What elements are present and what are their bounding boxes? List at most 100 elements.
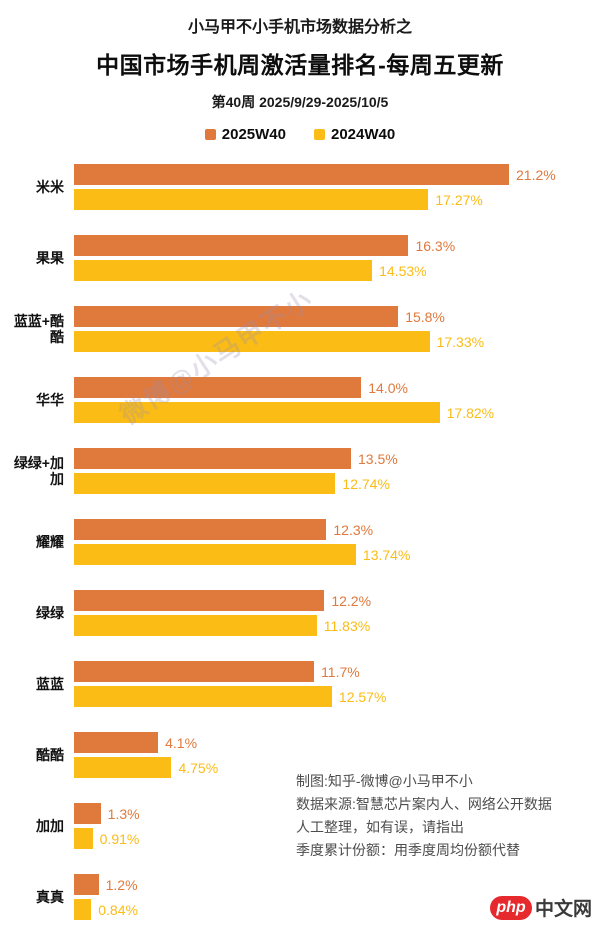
data-label-2025w40: 1.2%	[105, 876, 138, 893]
bar-group: 酷酷 4.1% 4.75%	[0, 732, 509, 778]
bar-2024w40	[74, 757, 172, 778]
bar-row: 14.53%	[74, 260, 509, 281]
chart-header: 小马甲不小手机市场数据分析之 中国市场手机周激活量排名-每周五更新 第40周 2…	[0, 0, 600, 143]
bar-row: 15.8%	[74, 306, 509, 327]
bar-2025w40	[74, 448, 351, 469]
data-label-2024w40: 13.74%	[362, 546, 411, 563]
bar-row: 1.3%	[74, 803, 509, 824]
bar-2025w40	[74, 874, 99, 895]
category-label: 蓝蓝+酷酷	[13, 312, 64, 345]
note-line: 数据来源:智慧芯片案内人、网络公开数据	[296, 796, 552, 812]
data-label-2025w40: 16.3%	[415, 237, 456, 254]
site-logo: php 中文网	[489, 894, 592, 921]
legend-label-2024w40: 2024W40	[331, 126, 396, 143]
bar-row: 1.2%	[74, 874, 509, 895]
bar-2024w40	[74, 615, 317, 636]
data-label-2025w40: 14.0%	[368, 379, 408, 396]
data-label-2025w40: 13.5%	[358, 450, 398, 467]
bar-row: 13.5%	[74, 448, 509, 469]
bar-2024w40	[74, 402, 440, 423]
bar-group: 果果 16.3% 14.53%	[0, 235, 509, 281]
bar-2024w40	[74, 686, 332, 707]
bar-2024w40	[74, 899, 92, 920]
bar-row: 0.91%	[74, 828, 509, 849]
bar-group: 绿绿 12.2% 11.83%	[0, 590, 509, 636]
category-label: 耀耀	[36, 533, 64, 550]
bar-row: 0.84%	[74, 899, 509, 920]
bar-row: 17.33%	[74, 331, 509, 352]
bar-2025w40	[74, 661, 315, 682]
data-label-2024w40: 4.75%	[178, 759, 219, 776]
week-range-subtitle: 第40周 2025/9/29-2025/10/5	[211, 94, 389, 110]
bar-2025w40	[74, 306, 399, 327]
category-label: 酷酷	[36, 746, 64, 763]
series-supertitle: 小马甲不小手机市场数据分析之	[187, 19, 412, 36]
bar-row: 4.1%	[74, 732, 509, 753]
bar-row: 14.0%	[74, 377, 509, 398]
data-label-2024w40: 0.84%	[98, 901, 138, 918]
bar-2024w40	[74, 544, 356, 565]
category-label: 华华	[36, 391, 64, 408]
legend-swatch-2024w40-icon	[314, 129, 325, 140]
bar-row: 12.74%	[74, 473, 509, 494]
bar-row: 12.57%	[74, 686, 509, 707]
bar-2024w40	[74, 189, 429, 210]
data-label-2025w40: 11.7%	[321, 663, 360, 680]
bar-2024w40	[74, 473, 336, 494]
bar-row: 13.74%	[74, 544, 509, 565]
bar-group: 耀耀 12.3% 13.74%	[0, 519, 509, 565]
bar-row: 17.27%	[74, 189, 509, 210]
data-label-2024w40: 17.33%	[436, 333, 485, 350]
page-title: 中国市场手机周激活量排名-每周五更新	[96, 52, 504, 78]
bar-row: 11.7%	[74, 661, 509, 682]
data-label-2025w40: 1.3%	[107, 805, 140, 822]
category-label: 绿绿+加加	[13, 454, 64, 487]
legend-label-2025w40: 2025W40	[221, 126, 286, 143]
bar-2024w40	[74, 828, 93, 849]
bar-2024w40	[74, 331, 430, 352]
bar-group: 真真 1.2% 0.84%	[0, 874, 509, 920]
bar-row: 17.82%	[74, 402, 509, 423]
bar-2025w40	[74, 235, 409, 256]
bar-group: 米米 21.2% 17.27%	[0, 164, 556, 210]
data-label-2024w40: 12.74%	[342, 475, 390, 492]
bar-row: 12.3%	[74, 519, 509, 540]
category-label: 绿绿	[36, 604, 64, 621]
bar-row: 12.2%	[74, 590, 509, 611]
bar-group: 蓝蓝 11.7% 12.57%	[0, 661, 509, 707]
note-line: 制图:知乎-微博@小马甲不小	[296, 773, 473, 789]
bar-2025w40	[74, 377, 362, 398]
bar-group: 蓝蓝+酷酷 15.8% 17.33%	[0, 306, 509, 352]
bar-group: 华华 14.0% 17.82%	[0, 377, 509, 423]
legend-item-2025w40: 2025W40	[204, 126, 286, 143]
bar-row: 4.75%	[74, 757, 509, 778]
bar-group: 绿绿+加加 13.5% 12.74%	[0, 448, 509, 494]
data-label-2025w40: 21.2%	[516, 166, 556, 183]
bar-2025w40	[74, 590, 325, 611]
source-notes: 制图:知乎-微博@小马甲不小 数据来源:智慧芯片案内人、网络公开数据 人工整理，如有…	[296, 770, 552, 862]
data-label-2025w40: 15.8%	[405, 308, 445, 325]
data-label-2024w40: 11.83%	[323, 617, 371, 634]
category-label: 米米	[36, 178, 64, 195]
bar-2025w40	[74, 519, 327, 540]
bar-2024w40	[74, 260, 373, 281]
bar-2025w40	[74, 803, 101, 824]
data-label-2025w40: 12.3%	[333, 521, 374, 538]
legend-swatch-2025w40-icon	[204, 129, 216, 140]
bar-row: 11.83%	[74, 615, 509, 636]
bar-2025w40	[74, 164, 509, 185]
category-label: 蓝蓝	[36, 675, 64, 692]
bar-2025w40	[74, 732, 159, 753]
data-label-2024w40: 0.91%	[99, 830, 140, 847]
bar-group: 加加 1.3% 0.91%	[0, 803, 509, 849]
data-label-2024w40: 17.27%	[435, 191, 483, 208]
data-label-2024w40: 14.53%	[379, 262, 427, 279]
php-logo-badge: php	[489, 895, 532, 920]
legend-item-2024w40: 2024W40	[314, 126, 395, 143]
bar-row: 21.2%	[74, 164, 556, 185]
bar-chart: 米米 21.2% 17.27% 果果 16.3% 14.53% 蓝蓝+酷酷 15.8% 17.3…	[0, 164, 600, 920]
data-label-2025w40: 12.2%	[331, 592, 372, 609]
data-label-2025w40: 4.1%	[165, 734, 198, 751]
note-line: 季度累计份额：用季度周均份额代替	[296, 842, 520, 858]
category-label: 加加	[36, 817, 64, 834]
